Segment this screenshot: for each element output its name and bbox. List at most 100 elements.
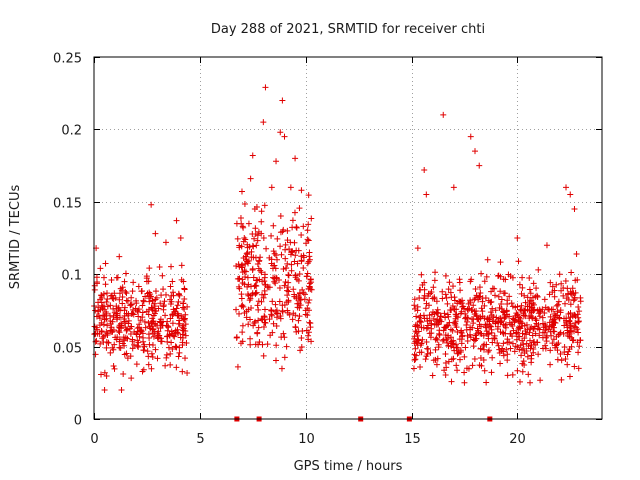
data-point <box>110 363 117 370</box>
data-point <box>262 319 269 326</box>
data-point <box>239 261 246 268</box>
data-point <box>575 314 582 321</box>
data-point <box>257 254 264 261</box>
data-point <box>169 312 176 319</box>
data-point <box>470 343 477 350</box>
data-point <box>123 290 130 297</box>
data-point <box>441 367 448 374</box>
data-point <box>241 309 248 316</box>
data-point <box>272 301 279 308</box>
data-point <box>495 342 502 349</box>
data-point <box>423 325 430 332</box>
data-point <box>297 302 304 309</box>
data-point <box>463 326 470 333</box>
data-point <box>555 340 562 347</box>
data-point <box>495 272 502 279</box>
data-point <box>485 316 492 323</box>
data-point <box>255 317 262 324</box>
data-point <box>127 353 134 360</box>
data-point <box>252 318 259 325</box>
data-point <box>533 317 540 324</box>
data-point <box>456 279 463 286</box>
data-point <box>305 299 312 306</box>
data-point <box>494 319 501 326</box>
data-point <box>163 354 170 361</box>
data-point <box>286 246 293 253</box>
data-point <box>492 292 499 299</box>
data-point <box>294 276 301 283</box>
data-point <box>472 310 479 317</box>
data-point <box>481 315 488 322</box>
data-point <box>498 296 505 303</box>
data-point <box>269 298 276 305</box>
data-point <box>442 359 449 366</box>
data-point <box>567 325 574 332</box>
data-point <box>272 274 279 281</box>
data-point <box>169 278 176 285</box>
data-point <box>444 300 451 307</box>
data-point <box>236 310 243 317</box>
data-point <box>465 365 472 372</box>
data-point <box>247 341 254 348</box>
data-point <box>234 363 241 370</box>
data-point <box>167 350 174 357</box>
data-point <box>116 296 123 303</box>
data-point <box>566 373 573 380</box>
data-point <box>293 294 300 301</box>
data-point <box>173 364 180 371</box>
data-point <box>502 276 509 283</box>
data-point <box>247 175 254 182</box>
data-point <box>162 312 169 319</box>
data-point <box>145 306 152 313</box>
data-point <box>440 111 447 118</box>
data-point <box>157 300 164 307</box>
data-point <box>149 297 156 304</box>
data-point <box>300 265 307 272</box>
data-point <box>556 314 563 321</box>
data-point <box>555 298 562 305</box>
data-point <box>154 355 161 362</box>
data-point <box>133 297 140 304</box>
data-point <box>116 253 123 260</box>
data-point <box>302 291 309 298</box>
data-point <box>282 246 289 253</box>
data-point <box>496 346 503 353</box>
data-point <box>509 371 516 378</box>
data-point <box>293 224 300 231</box>
data-point <box>280 226 287 233</box>
data-point <box>307 324 314 331</box>
data-point <box>294 300 301 307</box>
data-point <box>452 341 459 348</box>
data-point <box>435 341 442 348</box>
data-point <box>162 239 169 246</box>
data-point <box>498 301 505 308</box>
data-point <box>287 184 294 191</box>
data-point <box>253 203 260 210</box>
data-point <box>169 346 176 353</box>
data-point <box>420 312 427 319</box>
data-point <box>124 326 131 333</box>
axis-ticks: 0 0.05 0.1 0.15 0.2 0.25 0 5 10 15 20 <box>53 52 602 447</box>
data-point <box>260 234 267 241</box>
data-point <box>464 306 471 313</box>
data-point <box>423 191 430 198</box>
data-point <box>532 315 539 322</box>
data-point <box>454 367 461 374</box>
data-point <box>261 287 268 294</box>
data-point <box>146 334 153 341</box>
data-point <box>181 295 188 302</box>
chart-title: Day 288 of 2021, SRMTID for receiver cht… <box>211 22 485 37</box>
data-point <box>173 344 180 351</box>
data-point <box>165 323 172 330</box>
data-point <box>245 321 252 328</box>
data-point <box>577 337 584 344</box>
data-point <box>243 314 250 321</box>
data-point <box>542 304 549 311</box>
data-point <box>501 315 508 322</box>
data-point <box>135 343 142 350</box>
data-point <box>160 306 167 313</box>
data-point <box>487 309 494 316</box>
data-point <box>467 334 474 341</box>
data-point <box>265 284 272 291</box>
data-point <box>424 318 431 325</box>
